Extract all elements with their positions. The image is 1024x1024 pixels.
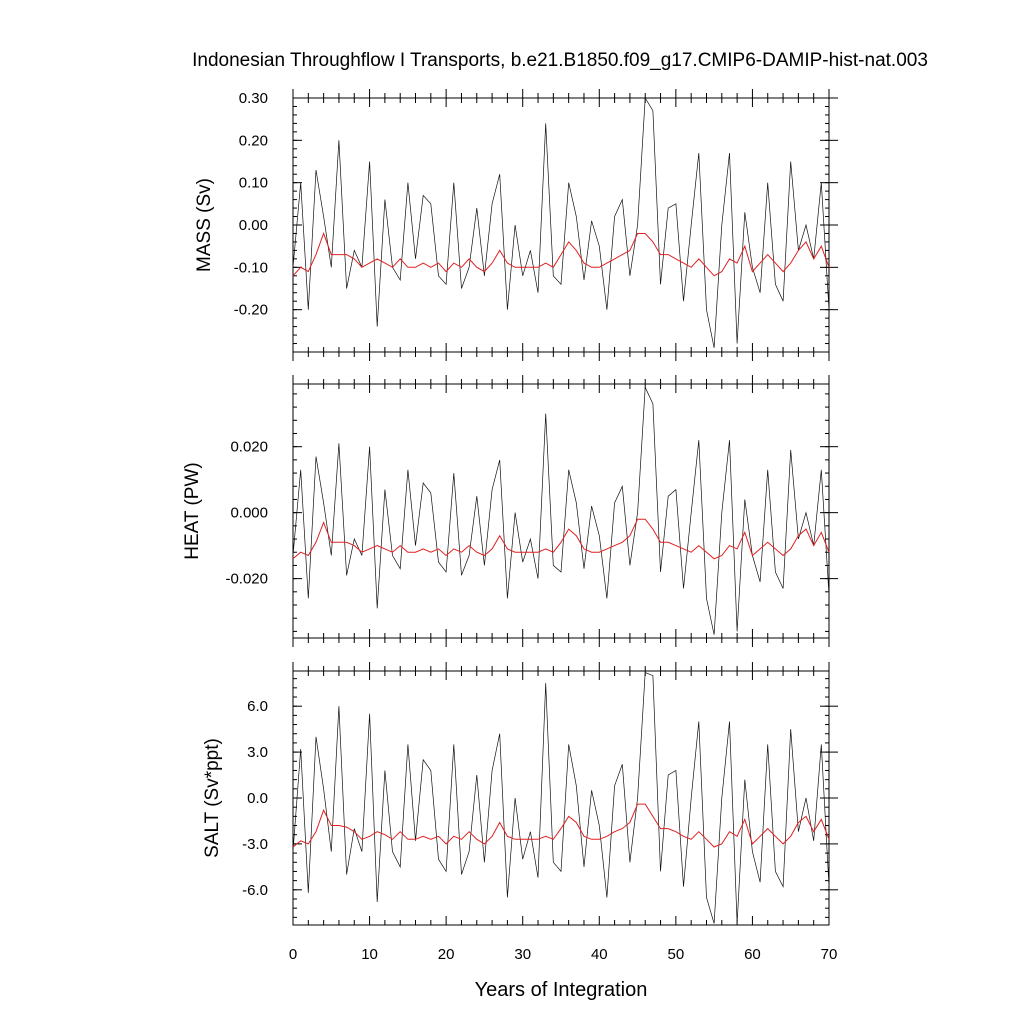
chart-title: Indonesian Throughflow I Transports, b.e… — [192, 50, 928, 71]
panel-heat-series — [292, 387, 830, 635]
panel-mass-smoothed-series-line — [292, 232, 830, 277]
panel-salt-ytick-label: 6.0 — [247, 698, 268, 715]
panel-mass-ytick-label: -0.20 — [234, 302, 268, 319]
panel-salt-xtick-label: 0 — [289, 946, 297, 963]
panel-mass-yticks: -0.20 -0.10 0.00 0.10 0.20 0.30 — [234, 90, 838, 353]
panel-mass: -0.20 -0.10 0.00 0.10 0.20 0.30 MASS (Sv) — [194, 89, 838, 361]
panel-salt-xticks: 0 10 20 30 40 50 60 70 — [289, 662, 838, 963]
panel-salt-yticks: -6.0 -3.0 0.0 3.0 6.0 — [242, 678, 838, 918]
panel-salt-xtick-label: 30 — [514, 946, 531, 963]
panel-mass-ytick-label: -0.10 — [234, 259, 268, 276]
panel-mass-raw-series-line — [292, 96, 830, 348]
panel-salt-ytick-label: -6.0 — [242, 882, 268, 899]
panel-salt-ylabel: SALT (Sv*ppt) — [202, 738, 223, 858]
panel-heat-ytick-label: 0.020 — [230, 439, 268, 456]
panel-salt-xtick-label: 50 — [668, 946, 685, 963]
panel-heat: -0.020 0.000 0.020 HEAT (PW) — [182, 375, 838, 647]
panel-mass-xticks — [292, 89, 830, 361]
panel-salt-ytick-label: 3.0 — [247, 744, 268, 761]
panel-salt-series — [292, 671, 830, 924]
panel-mass-ytick-label: 0.10 — [239, 175, 268, 192]
x-axis-label: Years of Integration — [475, 979, 648, 1001]
panel-salt-smoothed-series-line — [292, 803, 830, 848]
panel-mass-series — [292, 96, 830, 348]
panel-salt-xtick-label: 60 — [744, 946, 761, 963]
panel-heat-frame — [292, 383, 830, 639]
panel-salt-frame — [292, 670, 830, 926]
panel-salt-xtick-label: 20 — [438, 946, 455, 963]
panel-mass-ytick-label: 0.20 — [239, 132, 268, 149]
panel-mass-ytick-label: 0.30 — [239, 90, 268, 107]
panel-heat-raw-series-line — [292, 387, 830, 635]
panel-heat-smoothed-series-line — [292, 518, 830, 560]
panel-mass-ylabel: MASS (Sv) — [194, 178, 215, 272]
panel-heat-ytick-label: 0.000 — [230, 505, 268, 522]
panel-mass-ytick-label: 0.00 — [239, 217, 268, 234]
panel-salt-xtick-label: 70 — [821, 946, 838, 963]
panel-salt-xtick-label: 40 — [591, 946, 608, 963]
panel-heat-xticks — [292, 375, 830, 647]
panel-salt-ytick-label: -3.0 — [242, 836, 268, 853]
panel-heat-ylabel: HEAT (PW) — [182, 462, 203, 559]
panel-heat-yticks: -0.020 0.000 0.020 — [225, 393, 838, 632]
panel-salt: -6.0 -3.0 0.0 3.0 6.0 0 10 20 30 40 50 60 70 SALT (… — [202, 662, 838, 963]
panel-salt-raw-series-line — [292, 671, 830, 924]
panel-salt-ytick-label: 0.0 — [247, 790, 268, 807]
panel-heat-ytick-label: -0.020 — [225, 571, 268, 588]
panel-mass-frame — [292, 97, 830, 353]
panel-salt-xtick-label: 10 — [361, 946, 378, 963]
